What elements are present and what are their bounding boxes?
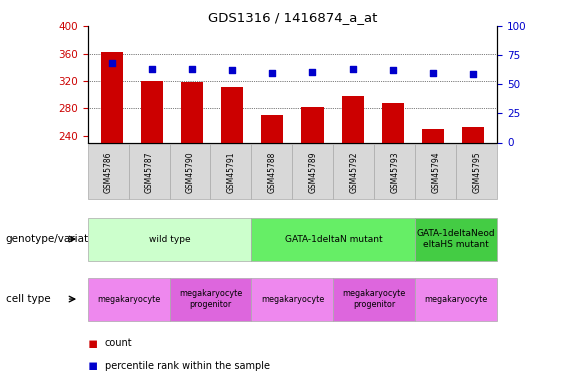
Text: megakaryocyte: megakaryocyte [425,295,488,304]
Text: megakaryocyte: megakaryocyte [97,295,160,304]
Point [107,60,116,66]
Point [468,71,477,77]
Bar [462,128,484,142]
Text: percentile rank within the sample: percentile rank within the sample [105,361,270,370]
Point [147,66,157,72]
Text: GSM45794: GSM45794 [431,152,440,194]
Text: GSM45792: GSM45792 [349,152,358,194]
Text: GSM45788: GSM45788 [267,152,276,194]
Bar [382,103,404,142]
Text: GATA-1deltaN mutant: GATA-1deltaN mutant [285,235,382,244]
Text: GSM45786: GSM45786 [103,152,112,194]
Bar [261,115,284,142]
Point [308,69,317,75]
Text: GSM45790: GSM45790 [185,152,194,194]
Text: count: count [105,338,132,348]
Point [228,68,237,74]
Bar [301,107,324,142]
Title: GDS1316 / 1416874_a_at: GDS1316 / 1416874_a_at [208,11,377,24]
Point [388,68,397,74]
Text: GSM45791: GSM45791 [227,152,236,194]
Text: megakaryocyte: megakaryocyte [261,295,324,304]
Text: GSM45787: GSM45787 [145,152,154,194]
Point [188,66,197,72]
Bar [101,52,123,142]
Bar [221,87,243,142]
Point [268,70,277,76]
Point [348,66,357,72]
Text: genotype/variation: genotype/variation [6,234,105,244]
Bar [342,96,364,142]
Text: ▪: ▪ [88,336,98,351]
Point [428,70,437,76]
Text: GSM45789: GSM45789 [308,152,318,194]
Text: cell type: cell type [6,294,50,304]
Text: GSM45793: GSM45793 [390,152,399,194]
Text: megakaryocyte
progenitor: megakaryocyte progenitor [343,290,406,309]
Bar [141,81,163,142]
Text: GSM45795: GSM45795 [472,152,481,194]
Bar [422,129,444,142]
Text: ▪: ▪ [88,358,98,373]
Text: megakaryocyte
progenitor: megakaryocyte progenitor [179,290,242,309]
Text: GATA-1deltaNeod
eltaHS mutant: GATA-1deltaNeod eltaHS mutant [417,230,496,249]
Text: wild type: wild type [149,235,190,244]
Bar [181,82,203,142]
